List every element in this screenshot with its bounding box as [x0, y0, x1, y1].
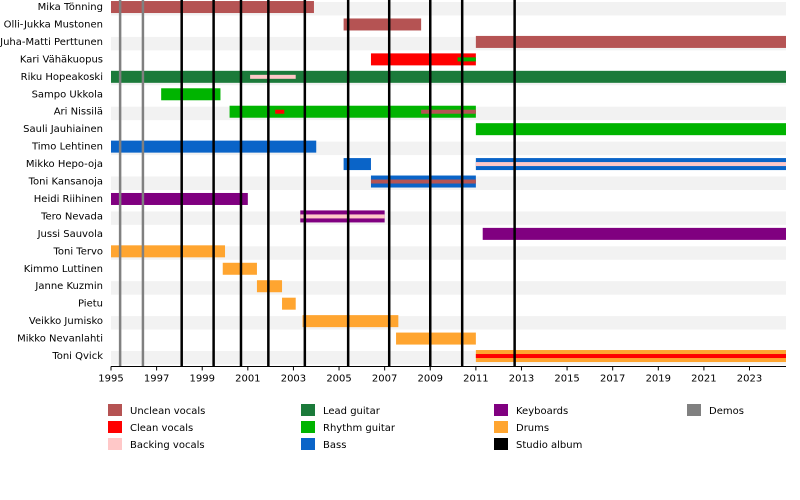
member-name: Juha-Matti Perttunen: [0, 37, 103, 48]
x-tick-label: 1995: [98, 373, 123, 384]
member-bar: [475, 35, 786, 48]
member-name: Olli-Jukka Mustonen: [4, 19, 103, 30]
member-name: Sampo Ukkola: [32, 89, 103, 100]
member-name: Tero Nevada: [40, 211, 103, 222]
member-name: Heidi Riihinen: [34, 194, 103, 205]
member-name: Veikko Jumisko: [29, 316, 103, 327]
member-bar: [370, 179, 476, 184]
row-stripe: [111, 211, 786, 225]
member-bar: [229, 105, 476, 118]
member-name: Toni Qvick: [51, 351, 103, 362]
x-tick-label: 1999: [189, 373, 214, 384]
member-bar: [275, 109, 285, 114]
member-bar: [475, 162, 786, 167]
legend-label: Clean vocals: [130, 423, 193, 434]
x-tick-label: 2007: [372, 373, 397, 384]
member-bar: [457, 57, 476, 62]
member-bar: [282, 297, 296, 310]
legend-swatch: [301, 438, 315, 450]
member-name: Timo Lehtinen: [31, 142, 103, 153]
member-bar: [300, 214, 385, 219]
legend-swatch: [494, 421, 508, 433]
member-name: Kari Vähäkuopus: [20, 54, 103, 65]
member-bar: [482, 227, 786, 240]
x-tick-label: 2003: [281, 373, 306, 384]
member-bar: [111, 70, 786, 83]
member-bar: [370, 53, 476, 66]
member-name: Riku Hopeakoski: [21, 72, 103, 83]
legend-label: Demos: [709, 406, 744, 417]
legend-swatch: [494, 438, 508, 450]
legend-label: Rhythm guitar: [323, 423, 396, 434]
member-name: Sauli Jauhiainen: [23, 124, 103, 135]
member-bar: [250, 74, 296, 79]
row-stripe: [111, 246, 786, 260]
legend-label: Unclean vocals: [130, 406, 205, 417]
member-name: Mikko Nevanlahti: [17, 334, 103, 345]
member-name: Mikko Hepo-oja: [26, 159, 103, 170]
row-stripe: [111, 281, 786, 295]
x-tick-label: 2013: [509, 373, 534, 384]
member-name: Jussi Sauvola: [37, 229, 103, 240]
legend-label: Studio album: [516, 440, 582, 451]
member-name: Pietu: [78, 299, 103, 310]
member-name: Ari Nissilä: [54, 107, 103, 118]
legend-swatch: [108, 404, 122, 416]
member-bar: [343, 18, 422, 31]
x-tick-label: 2009: [418, 373, 443, 384]
member-bar: [343, 158, 371, 171]
x-tick-label: 1997: [144, 373, 169, 384]
legend-label: Bass: [323, 440, 346, 451]
x-tick-label: 2023: [737, 373, 762, 384]
member-bar: [475, 354, 786, 359]
member-name: Mika Tönning: [38, 2, 103, 13]
member-bar: [421, 109, 476, 114]
row-stripe: [111, 316, 786, 330]
legend-swatch: [687, 404, 701, 416]
member-bar: [302, 315, 399, 328]
member-bar: [161, 88, 221, 101]
x-tick-label: 2019: [646, 373, 671, 384]
legend-label: Backing vocals: [130, 440, 205, 451]
x-tick-label: 2005: [326, 373, 351, 384]
member-bar: [475, 123, 786, 136]
legend-swatch: [301, 404, 315, 416]
member-bar: [111, 245, 226, 258]
member-name: Kimmo Luttinen: [24, 264, 103, 275]
x-tick-label: 2011: [463, 373, 488, 384]
legend-swatch: [108, 421, 122, 433]
x-tick-label: 2021: [691, 373, 716, 384]
legend-swatch: [108, 438, 122, 450]
x-tick-label: 2001: [235, 373, 260, 384]
legend-label: Lead guitar: [323, 406, 381, 417]
legend-label: Drums: [516, 423, 549, 434]
legend-label: Keyboards: [516, 406, 568, 417]
member-bar: [396, 332, 476, 345]
x-tick-label: 2015: [554, 373, 579, 384]
member-bar: [111, 192, 248, 205]
legend-swatch: [301, 421, 315, 433]
member-name: Toni Tervo: [52, 246, 103, 257]
x-tick-label: 2017: [600, 373, 625, 384]
legend-swatch: [494, 404, 508, 416]
member-name: Janne Kuzmin: [34, 281, 103, 292]
member-name: Toni Kansanoja: [28, 177, 103, 188]
